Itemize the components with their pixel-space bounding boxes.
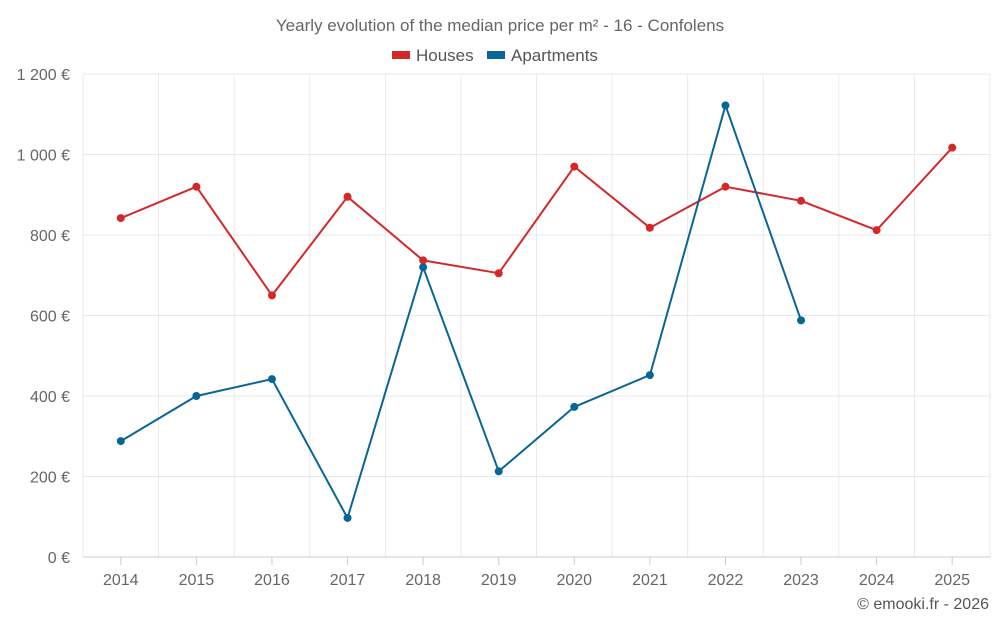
data-point-apartments[interactable] xyxy=(116,437,125,446)
x-tick-label: 2021 xyxy=(632,572,668,589)
x-axis-ticks: 2014 2015 2016 2017 2018 2019 2020 2021 2022 2023… xyxy=(103,557,970,589)
data-point-apartments[interactable] xyxy=(721,101,730,110)
data-point-houses[interactable] xyxy=(721,182,730,191)
legend: Houses Apartments xyxy=(392,46,598,65)
x-tick-label: 2019 xyxy=(481,572,517,589)
chart-title: Yearly evolution of the median price per… xyxy=(276,16,724,35)
x-tick-label: 2014 xyxy=(103,572,139,589)
x-tick-label: 2020 xyxy=(556,572,592,589)
data-point-houses[interactable] xyxy=(419,256,428,265)
data-point-houses[interactable] xyxy=(570,162,579,171)
x-tick-label: 2017 xyxy=(330,572,366,589)
legend-label-houses: Houses xyxy=(416,46,474,65)
y-axis-ticks: 0 € 200 € 400 € 600 € 800 € 1 000 € 1 200 € xyxy=(17,67,70,567)
x-tick-label: 2023 xyxy=(783,572,819,589)
data-point-houses[interactable] xyxy=(645,223,654,232)
y-tick-label: 1 200 € xyxy=(17,67,70,84)
data-point-apartments[interactable] xyxy=(419,263,428,272)
y-tick-label: 800 € xyxy=(30,228,70,245)
data-point-apartments[interactable] xyxy=(267,375,276,384)
y-tick-label: 200 € xyxy=(30,470,70,487)
data-point-apartments[interactable] xyxy=(645,371,654,380)
y-tick-label: 1 000 € xyxy=(17,148,70,165)
series-line-apartments xyxy=(120,104,802,519)
data-point-houses[interactable] xyxy=(494,269,503,278)
legend-swatch-houses xyxy=(392,51,410,59)
data-point-houses[interactable] xyxy=(797,196,806,205)
data-point-apartments[interactable] xyxy=(192,392,201,400)
legend-item-houses[interactable]: Houses xyxy=(392,46,474,65)
data-point-houses[interactable] xyxy=(872,226,881,235)
x-tick-label: 2022 xyxy=(708,572,744,589)
legend-swatch-apartments xyxy=(487,51,505,59)
data-point-apartments[interactable] xyxy=(797,316,806,325)
series-layer xyxy=(116,101,957,522)
data-point-houses[interactable] xyxy=(267,291,276,300)
legend-label-apartments: Apartments xyxy=(511,46,598,65)
x-tick-label: 2015 xyxy=(179,572,215,589)
data-point-houses[interactable] xyxy=(948,143,957,152)
series-line-houses xyxy=(120,147,953,297)
x-tick-label: 2025 xyxy=(934,572,970,589)
data-point-houses[interactable] xyxy=(343,192,352,201)
data-point-houses[interactable] xyxy=(116,214,125,223)
data-point-apartments[interactable] xyxy=(343,513,352,522)
credit-text: © emooki.fr - 2026 xyxy=(857,596,989,613)
data-point-apartments[interactable] xyxy=(570,402,579,411)
y-tick-label: 600 € xyxy=(30,309,70,326)
y-gridlines xyxy=(83,73,990,477)
data-point-apartments[interactable] xyxy=(494,467,503,476)
x-tick-label: 2018 xyxy=(405,572,441,589)
y-tick-label: 400 € xyxy=(30,389,70,406)
y-tick-label: 0 € xyxy=(48,550,70,567)
legend-item-apartments[interactable]: Apartments xyxy=(487,46,598,65)
x-tick-label: 2024 xyxy=(859,572,895,589)
data-point-houses[interactable] xyxy=(192,182,201,191)
x-tick-label: 2016 xyxy=(254,572,290,589)
